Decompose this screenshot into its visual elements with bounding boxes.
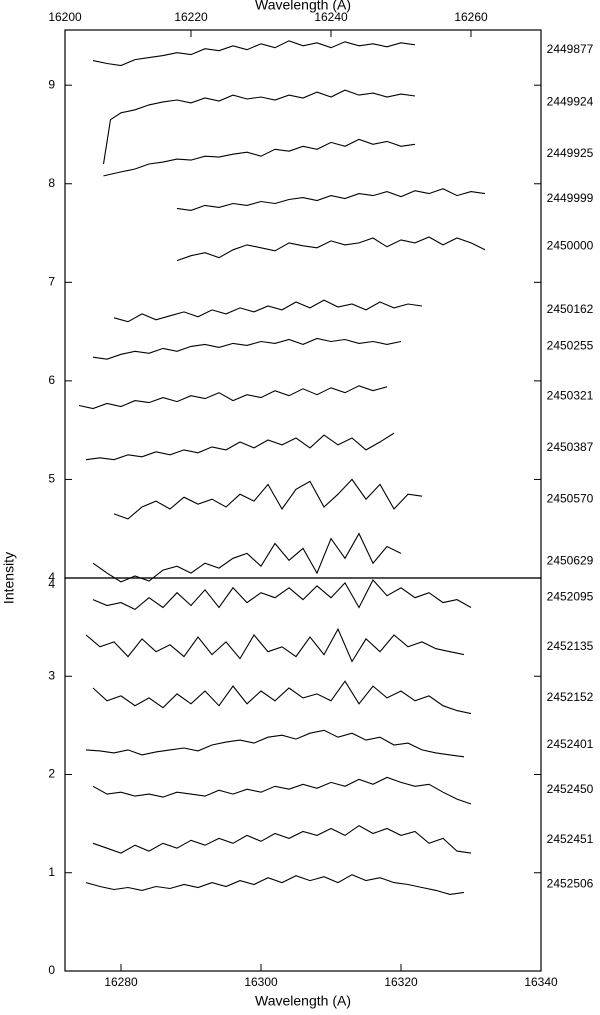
panel-frame: [64, 29, 542, 579]
spectrum-line: [85, 874, 465, 895]
y-tick-label: 4: [48, 570, 55, 584]
x-tick-label: 16300: [244, 975, 278, 989]
x-axis-title: Wavelength (A): [255, 0, 351, 13]
series-label: 2450321: [547, 389, 594, 403]
series-label: 2450255: [547, 338, 594, 352]
series-label: 2452506: [547, 876, 594, 890]
spectrum-line: [85, 729, 465, 758]
y-tick-label: 1: [48, 865, 55, 879]
y-tick-label: 3: [48, 668, 55, 682]
spectrum-line: [113, 478, 423, 520]
series-label: 2449924: [547, 94, 594, 108]
series-label: 2452095: [547, 589, 594, 603]
x-tick-label: 16320: [384, 975, 418, 989]
series-label: 2450570: [547, 491, 594, 505]
panel-frame: [64, 577, 542, 972]
series-label: 2450387: [547, 440, 594, 454]
spectrum-line: [85, 627, 465, 663]
spectrum-line: [92, 680, 472, 715]
x-tick-label: 16220: [174, 10, 208, 24]
spectrum-line: [103, 138, 416, 177]
x-tick-label: 16260: [454, 10, 488, 24]
y-axis-title: Intensity: [1, 552, 17, 604]
y-tick-label: 7: [48, 274, 55, 288]
spectrum-line: [85, 432, 395, 461]
spectrum-line: [78, 385, 388, 410]
spectrum-line: [102, 89, 416, 165]
series-label: 2452135: [547, 639, 594, 653]
x-axis-title: Wavelength (A): [255, 993, 351, 1009]
y-tick-label: 2: [48, 767, 55, 781]
y-tick-label: 9: [48, 77, 55, 91]
spectrum-line: [92, 776, 472, 805]
series-label: 2450000: [547, 238, 594, 252]
spectrum-line: [92, 337, 402, 360]
series-label: 2449925: [547, 146, 594, 160]
series-label: 2449877: [547, 42, 594, 56]
y-tick-label: 5: [48, 472, 55, 486]
spectrum-line: [92, 579, 472, 611]
series-label: 2450629: [547, 554, 594, 568]
y-tick-label: 0: [48, 963, 55, 977]
spectrum-line: [92, 40, 416, 67]
x-tick-label: 16280: [104, 975, 138, 989]
y-tick-label: 6: [48, 373, 55, 387]
x-tick-label: 16200: [48, 10, 82, 24]
series-label: 2450162: [547, 302, 594, 316]
series-label: 2452401: [547, 737, 594, 751]
y-tick-label: 8: [48, 176, 55, 190]
spectrum-line: [92, 824, 472, 854]
series-label: 2452152: [547, 690, 594, 704]
x-tick-label: 16340: [524, 975, 558, 989]
series-label: 2452451: [547, 832, 594, 846]
y-tick-label: 4: [48, 577, 55, 591]
spectrum-line: [176, 236, 486, 262]
spectrum-line: [92, 532, 402, 583]
series-label: 2449999: [547, 191, 594, 205]
spectrum-line: [113, 299, 423, 323]
spectrum-line: [176, 188, 486, 211]
x-tick-label: 16240: [314, 10, 348, 24]
series-label: 2452450: [547, 782, 594, 796]
